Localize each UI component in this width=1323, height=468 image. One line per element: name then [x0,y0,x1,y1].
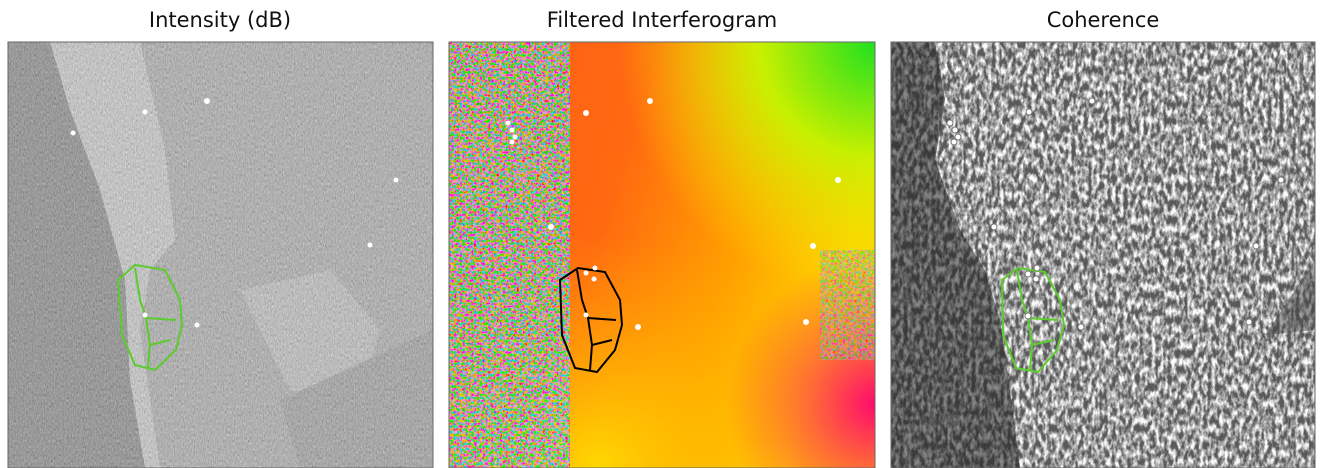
coherence-image [891,42,1315,468]
intensity-image [8,42,433,468]
interferogram-image [449,42,875,468]
panel-title: Coherence [1047,8,1160,32]
panel-title: Filtered Interferogram [547,8,777,32]
speckle [8,42,433,468]
panel-title: Intensity (dB) [149,8,291,32]
figure: Intensity (dB) Filtered Interferogram Co… [0,0,1323,468]
